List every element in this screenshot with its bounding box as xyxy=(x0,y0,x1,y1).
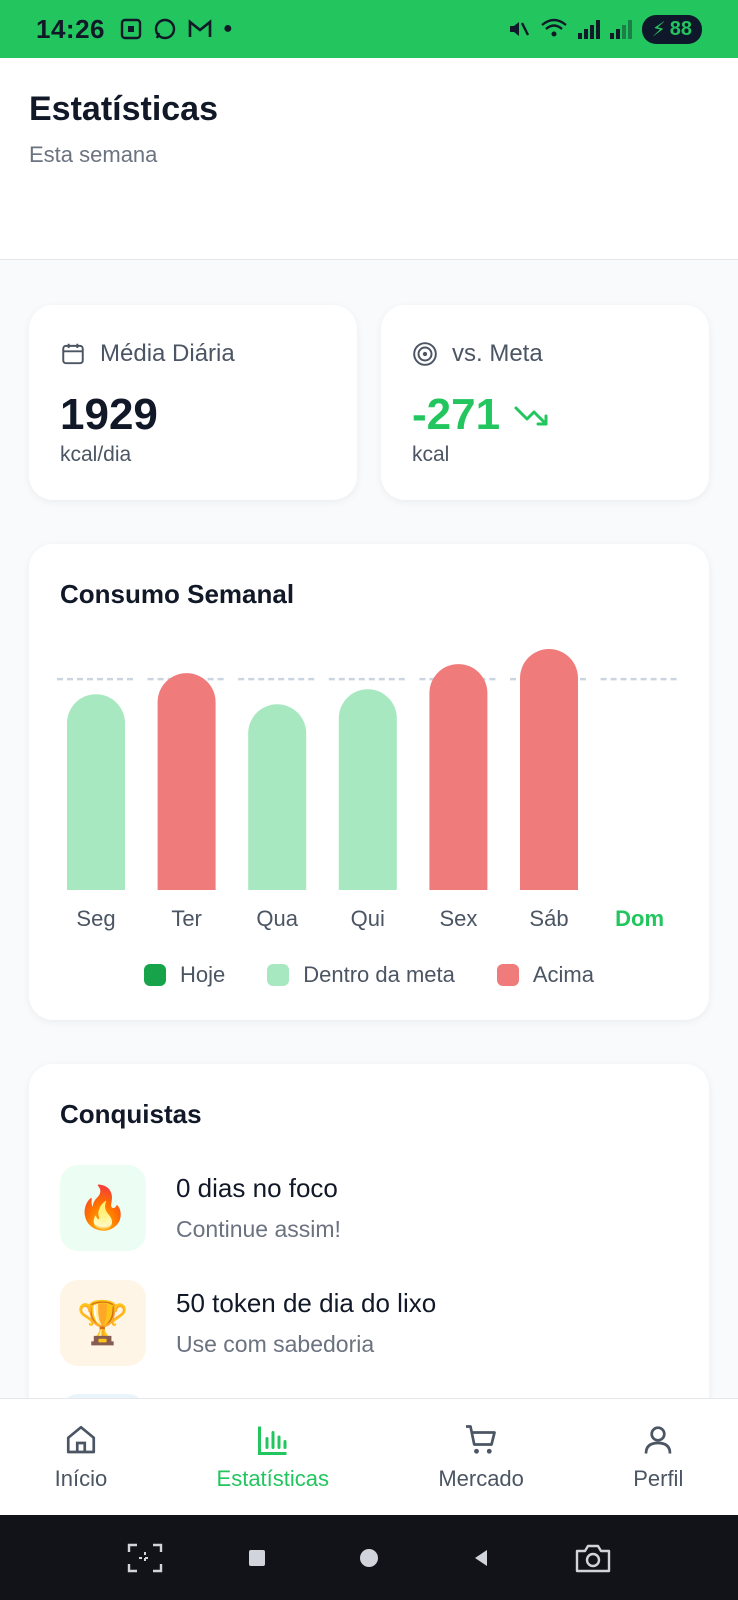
achievement-title: 50 token de dia do lixo xyxy=(176,1288,437,1318)
bar-sáb[interactable] xyxy=(520,649,578,890)
bar-ter[interactable] xyxy=(157,673,216,890)
legend-swatch-today xyxy=(143,964,166,986)
nav-item-perfil[interactable]: Perfil xyxy=(633,1422,683,1492)
x-tick-label: Seg xyxy=(76,906,115,931)
bar-sex[interactable] xyxy=(429,664,488,890)
bar-qui[interactable] xyxy=(338,689,397,890)
screenshot-icon xyxy=(120,18,142,40)
signal-2-icon xyxy=(609,19,632,39)
notification-dot-icon: ● xyxy=(223,20,233,37)
bar-qua[interactable] xyxy=(248,704,307,890)
weekly-consumption-card: Consumo Semanal Seg Ter Qua Qui Sex Sáb Dom Ho… xyxy=(29,544,709,1020)
bar-chart-icon xyxy=(257,1426,287,1455)
gmail-icon xyxy=(188,19,212,37)
bottom-navigation: Início Estatísticas Mercado Perfil xyxy=(0,1398,738,1515)
screenshot-button[interactable] xyxy=(573,1538,613,1578)
x-tick-label: Dom xyxy=(615,906,664,931)
achievements-card: Conquistas 🔥 0 dias no foco Continue ass… xyxy=(29,1064,709,1464)
nav-item-estatisticas[interactable]: Estatísticas xyxy=(217,1422,329,1492)
mute-icon xyxy=(509,22,529,36)
legend-item-above: Acima xyxy=(496,962,594,988)
vs-goal-unit: kcal xyxy=(412,443,450,466)
status-time: 14:26 xyxy=(36,13,105,44)
system-navigation-bar xyxy=(0,1515,738,1600)
wifi-icon xyxy=(540,18,567,37)
fire-icon: 🔥 xyxy=(60,1165,146,1251)
legend-swatch-above xyxy=(496,964,519,986)
calendar-icon xyxy=(62,343,84,365)
chart-legend: Hoje Dentro da meta Acima xyxy=(29,962,709,988)
nav-item-inicio[interactable]: Início xyxy=(55,1422,107,1492)
page-title: Estatísticas xyxy=(29,90,218,128)
achievement-title: 0 dias no foco xyxy=(176,1173,338,1203)
x-tick-label: Sáb xyxy=(529,906,568,931)
vs-goal-label: vs. Meta xyxy=(452,340,543,367)
bar-seg[interactable] xyxy=(67,694,125,890)
page-header xyxy=(0,58,738,260)
scan-button[interactable] xyxy=(125,1538,165,1578)
legend-swatch-within xyxy=(267,964,290,986)
x-tick-label: Ter xyxy=(171,906,202,931)
daily-average-unit: kcal/dia xyxy=(60,443,132,466)
charging-icon: ⚡ xyxy=(651,18,666,41)
legend-item-within: Dentro da meta xyxy=(267,962,455,988)
chart-title: Consumo Semanal xyxy=(60,579,295,609)
achievement-subtitle: Continue assim! xyxy=(176,1216,341,1242)
x-tick-label: Qua xyxy=(256,906,298,931)
user-icon xyxy=(644,1426,672,1454)
trending-down-icon xyxy=(514,406,548,426)
camera-icon xyxy=(575,1544,611,1572)
status-bar: 14:26 ● ⚡ 88 xyxy=(0,0,738,58)
x-tick-label: Qui xyxy=(351,906,385,931)
whatsapp-icon xyxy=(154,18,176,40)
square-icon xyxy=(249,1549,265,1566)
circle-icon xyxy=(360,1548,378,1567)
daily-average-value: 1929 xyxy=(60,390,158,439)
daily-average-card: Média Diária 1929 kcal/dia xyxy=(29,305,357,500)
daily-average-label: Média Diária xyxy=(100,340,235,367)
legend-item-today: Hoje xyxy=(143,962,225,988)
vs-goal-card: vs. Meta -271 kcal xyxy=(381,305,709,500)
achievements-title: Conquistas xyxy=(60,1099,202,1129)
back-triangle-icon xyxy=(475,1549,487,1566)
scan-icon xyxy=(127,1543,163,1572)
weekly-bar-chart: Seg Ter Qua Qui Sex Sáb Dom xyxy=(57,649,679,931)
nav-item-mercado[interactable]: Mercado xyxy=(438,1422,524,1492)
achievement-subtitle: Use com sabedoria xyxy=(176,1331,375,1357)
signal-icon xyxy=(577,19,600,39)
x-tick-label: Sex xyxy=(439,906,477,931)
vs-goal-value: -271 xyxy=(412,390,501,439)
achievement-item[interactable]: 🔥 0 dias no foco Continue assim! xyxy=(60,1165,341,1251)
home-icon xyxy=(66,1425,96,1454)
page-subtitle: Esta semana xyxy=(29,142,158,167)
home-button[interactable] xyxy=(349,1538,389,1578)
achievement-item[interactable]: 🏆 50 token de dia do lixo Use com sabedo… xyxy=(60,1280,436,1366)
target-icon xyxy=(413,342,437,366)
battery-indicator: ⚡ 88 xyxy=(641,14,702,44)
recents-button[interactable] xyxy=(237,1538,277,1578)
cart-icon xyxy=(466,1425,496,1454)
trophy-icon: 🏆 xyxy=(60,1280,146,1366)
back-button[interactable] xyxy=(461,1538,501,1578)
